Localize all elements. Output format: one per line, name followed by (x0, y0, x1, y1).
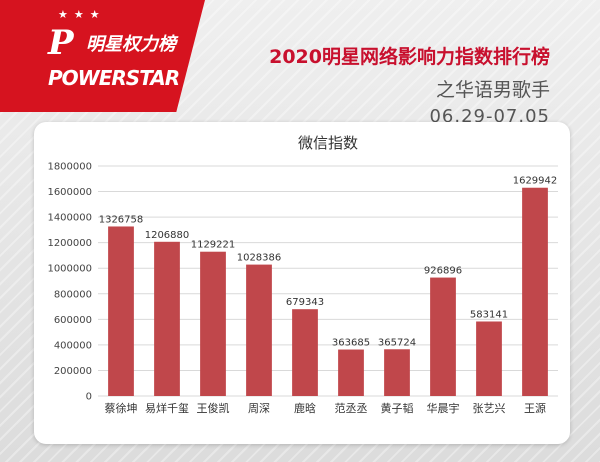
data-label: 365724 (378, 337, 416, 348)
data-label: 926896 (424, 266, 462, 277)
bar (430, 277, 456, 396)
y-tick-label: 1200000 (47, 238, 92, 249)
x-tick-label: 黄子韬 (381, 401, 414, 415)
bar (246, 264, 272, 396)
bar (108, 226, 134, 396)
bar (522, 187, 548, 396)
x-tick-label: 蔡徐坤 (105, 401, 138, 415)
logo-red-banner (0, 0, 205, 112)
data-label: 1326758 (99, 214, 144, 225)
bar (200, 251, 226, 396)
y-tick-label: 400000 (54, 340, 92, 351)
x-tick-label: 王源 (524, 401, 546, 415)
x-tick-label: 华晨宇 (427, 401, 460, 415)
data-label: 1028386 (237, 253, 282, 264)
date-range: 06.29-07.05 (429, 106, 550, 127)
data-label: 363685 (332, 338, 370, 349)
x-tick-label: 张艺兴 (473, 402, 506, 415)
data-label: 1129221 (191, 240, 236, 251)
logo-cn-text: 明星权力榜 (86, 34, 176, 55)
y-tick-label: 600000 (54, 315, 92, 326)
header: 2020明星网络影响力指数排行榜 之华语男歌手 06.29-07.05 (269, 42, 550, 127)
bar (338, 349, 364, 396)
brand-logo: ★★★ P 明星权力榜 POWERSTAR (0, 0, 230, 120)
chart-card: 微信指数 0 200000 400000 600000 800000 1000000 1200… (34, 122, 570, 444)
chart-title: 微信指数 (298, 134, 358, 152)
logo-en-text: POWERSTAR (48, 66, 180, 90)
logo-mark: P (48, 23, 74, 63)
bar-chart: 微信指数 0 200000 400000 600000 800000 1000000 1200… (47, 134, 558, 415)
data-label: 583141 (470, 309, 508, 320)
page-title: 2020明星网络影响力指数排行榜 (269, 46, 550, 68)
bar (292, 309, 318, 396)
data-label: 1206880 (145, 230, 190, 241)
y-tick-label: 0 (86, 392, 92, 403)
logo-stars-icon: ★★★ (58, 8, 106, 21)
x-tick-label: 周深 (248, 402, 270, 415)
bar (384, 349, 410, 396)
page-subtitle: 之华语男歌手 (435, 79, 550, 101)
x-tick-label: 易烊千玺 (145, 401, 189, 415)
bar (154, 241, 180, 396)
y-tick-label: 800000 (54, 289, 92, 300)
y-tick-label: 1400000 (47, 213, 92, 224)
x-tick-label: 王俊凯 (197, 401, 230, 415)
y-tick-label: 1000000 (47, 264, 92, 275)
y-tick-label: 1600000 (47, 187, 92, 198)
x-tick-label: 鹿晗 (294, 401, 316, 415)
x-tick-label: 范丞丞 (335, 401, 368, 415)
data-label: 1629942 (513, 176, 558, 187)
bar (476, 321, 502, 396)
y-tick-label: 200000 (54, 366, 92, 377)
y-tick-label: 1800000 (47, 162, 92, 173)
data-label: 679343 (286, 297, 324, 308)
